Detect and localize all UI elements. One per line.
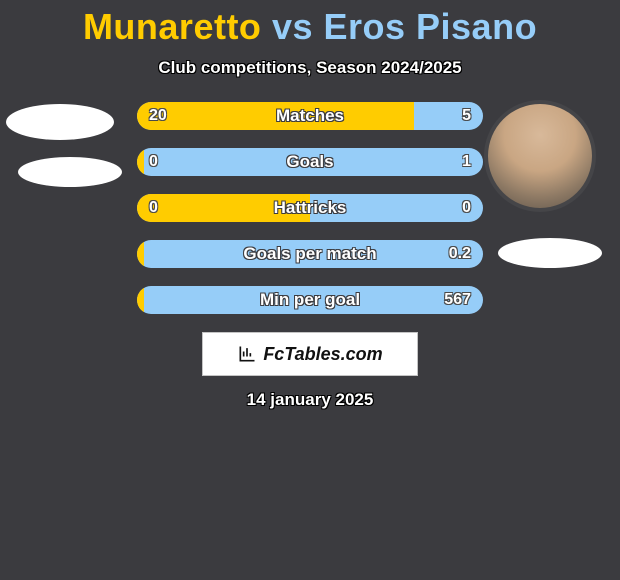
stat-label: Matches [137,102,483,130]
stat-label: Goals [137,148,483,176]
player2-avatar [488,104,592,208]
chart-icon [237,344,257,364]
comparison-arena: 205Matches 01Goals 00Hattricks 0.2Goals per… [0,102,620,376]
title-vs: vs [261,6,323,47]
stat-label: Goals per match [137,240,483,268]
decor-blob [18,157,122,187]
title-player1: Munaretto [83,6,262,47]
stat-label: Min per goal [137,286,483,314]
stat-row: 205Matches [137,102,483,130]
date-label: 14 january 2025 [0,390,620,410]
stat-rows: 205Matches 01Goals 00Hattricks 0.2Goals per… [137,102,483,314]
stat-row: 00Hattricks [137,194,483,222]
stat-label: Hattricks [137,194,483,222]
subtitle: Club competitions, Season 2024/2025 [0,58,620,78]
decor-blob [6,104,114,140]
stat-row: 567Min per goal [137,286,483,314]
source-badge: FcTables.com [202,332,418,376]
decor-blob [498,238,602,268]
source-badge-label: FcTables.com [263,344,382,365]
title-player2: Eros Pisano [323,6,537,47]
stat-row: 0.2Goals per match [137,240,483,268]
page-title: Munaretto vs Eros Pisano [0,0,620,48]
stat-row: 01Goals [137,148,483,176]
